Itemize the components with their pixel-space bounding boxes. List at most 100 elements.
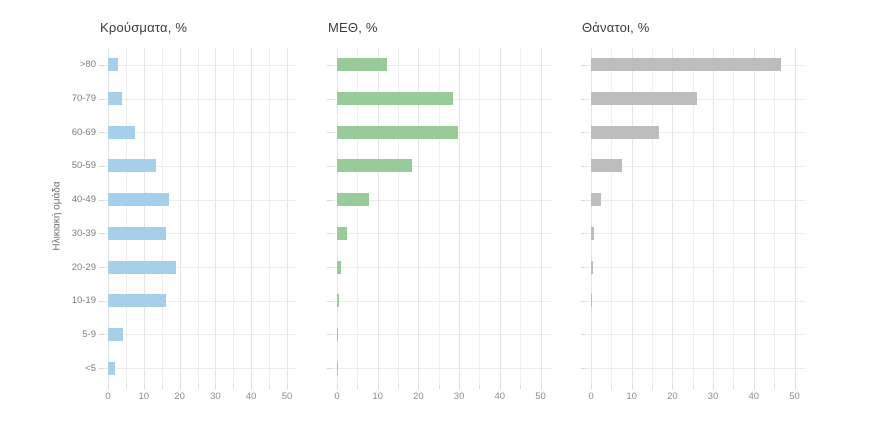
gridline-y — [103, 199, 296, 201]
x-axis-tick — [179, 385, 181, 389]
x-axis-tick — [591, 385, 592, 389]
gridline-x — [377, 48, 379, 385]
bar — [591, 159, 622, 173]
x-axis-tick — [692, 385, 694, 389]
gridline-x — [631, 48, 633, 385]
gridline-x — [672, 48, 674, 385]
gridline-x — [108, 48, 109, 385]
gridline-y — [331, 165, 551, 167]
gridline-x — [733, 48, 735, 385]
bar — [337, 159, 413, 173]
gridline-y — [585, 267, 805, 269]
y-axis-tick — [581, 300, 585, 302]
y-axis-tick — [581, 132, 585, 134]
gridline-x — [611, 48, 613, 385]
y-tick-label: <5 — [85, 362, 96, 374]
x-axis-tick — [377, 385, 379, 389]
x-tick-label: 30 — [453, 391, 465, 402]
x-tick-label: 10 — [372, 391, 383, 402]
y-axis-tick — [99, 233, 103, 235]
gridline-x — [197, 48, 199, 385]
x-axis-tick — [652, 385, 654, 389]
gridline-x — [161, 48, 163, 385]
x-axis-tick — [197, 385, 199, 389]
bar — [337, 58, 388, 72]
x-axis-tick — [108, 385, 109, 389]
gridline-y — [585, 132, 805, 134]
gridline-x — [713, 48, 715, 385]
y-axis-tick — [581, 233, 585, 235]
gridline-y — [331, 267, 551, 269]
gridline-x — [337, 48, 338, 385]
x-axis-tick — [479, 385, 481, 389]
gridline-y — [331, 368, 551, 370]
gridline-x — [652, 48, 654, 385]
x-tick-label: 20 — [174, 391, 185, 402]
y-axis-tick — [99, 334, 103, 336]
x-axis-tick — [215, 385, 217, 389]
bar — [591, 226, 595, 240]
y-axis-tick — [581, 368, 585, 370]
gridline-x — [287, 48, 288, 385]
chart-title-icu: ΜΕΘ, % — [328, 20, 378, 35]
y-axis-tick — [327, 267, 331, 269]
x-tick-label: 0 — [588, 391, 594, 402]
gridline-x — [459, 48, 461, 385]
y-axis-tick — [99, 132, 103, 134]
gridline-y — [103, 334, 296, 336]
gridline-y — [585, 165, 805, 167]
bar — [337, 92, 453, 106]
gridline-y — [331, 64, 551, 66]
x-tick-label: 30 — [210, 391, 221, 402]
gridline-y — [103, 64, 296, 66]
y-tick-label: 60-69 — [71, 126, 96, 138]
gridline-y — [103, 98, 296, 100]
bar — [108, 58, 119, 72]
gridline-y — [103, 165, 296, 167]
gridline-y — [585, 334, 805, 336]
bar — [337, 361, 339, 375]
gridline-y — [103, 132, 296, 134]
bar — [108, 294, 166, 308]
gridline-x — [520, 48, 522, 385]
x-axis-tick — [611, 385, 613, 389]
y-tick-label: 5-9 — [82, 328, 96, 340]
y-axis-tick — [327, 98, 331, 100]
bar — [337, 193, 370, 207]
x-tick-label: 20 — [413, 391, 424, 402]
bar — [591, 260, 593, 274]
x-axis-tick — [733, 385, 735, 389]
y-axis-tick — [99, 368, 103, 370]
y-axis-tick — [99, 165, 103, 167]
x-tick-label: 40 — [748, 391, 760, 402]
x-axis-tick — [774, 385, 776, 389]
gridline-x — [591, 48, 592, 385]
bar — [108, 361, 116, 375]
bar — [108, 260, 177, 274]
y-axis-tick — [581, 199, 585, 201]
x-axis-tick — [287, 385, 288, 389]
gridline-x — [499, 48, 501, 385]
x-tick-label: 10 — [626, 391, 637, 402]
gridline-x — [438, 48, 440, 385]
x-axis-tick — [438, 385, 440, 389]
x-axis-tick — [520, 385, 522, 389]
chart-title-deaths: Θάνατοι, % — [582, 20, 650, 35]
y-axis-tick — [581, 267, 585, 269]
chart-title-cases: Κρούσματα, % — [100, 20, 188, 35]
y-axis-tick — [99, 267, 103, 269]
x-axis-tick — [143, 385, 145, 389]
y-tick-label: 20-29 — [71, 261, 96, 273]
y-axis-tick — [581, 165, 585, 167]
gridline-x — [418, 48, 420, 385]
bar — [591, 125, 659, 139]
bar — [591, 92, 698, 106]
x-axis-tick — [713, 385, 715, 389]
y-axis-tick — [327, 233, 331, 235]
x-axis-tick — [398, 385, 400, 389]
bar — [591, 193, 601, 207]
x-tick-label: 10 — [138, 391, 150, 402]
gridline-y — [103, 368, 296, 370]
x-axis-tick — [251, 385, 253, 389]
gridline-y — [585, 233, 805, 235]
